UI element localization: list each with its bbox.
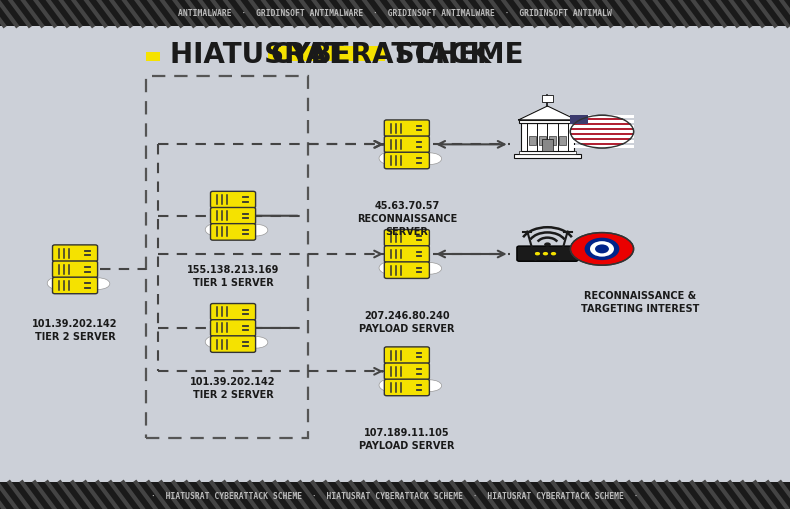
Bar bbox=[570, 121, 634, 124]
Text: 155.138.213.169
TIER 1 SERVER: 155.138.213.169 TIER 1 SERVER bbox=[187, 265, 279, 288]
FancyBboxPatch shape bbox=[384, 153, 430, 169]
Bar bbox=[0, 483, 790, 509]
Text: 101.39.202.142
TIER 2 SERVER: 101.39.202.142 TIER 2 SERVER bbox=[32, 318, 118, 341]
FancyBboxPatch shape bbox=[210, 224, 256, 241]
Bar bbox=[570, 141, 634, 144]
Bar bbox=[570, 116, 588, 125]
Text: 101.39.202.142
TIER 2 SERVER: 101.39.202.142 TIER 2 SERVER bbox=[190, 377, 276, 400]
Text: 45.63.70.57
RECONNAISSANCE
SERVER: 45.63.70.57 RECONNAISSANCE SERVER bbox=[357, 201, 457, 237]
Text: RECONNAISSANCE &
TARGETING INTEREST: RECONNAISSANCE & TARGETING INTEREST bbox=[581, 290, 699, 313]
Bar bbox=[518, 152, 577, 154]
Ellipse shape bbox=[205, 335, 236, 349]
FancyBboxPatch shape bbox=[384, 262, 430, 279]
Bar bbox=[146, 53, 160, 62]
FancyBboxPatch shape bbox=[384, 137, 430, 153]
Ellipse shape bbox=[418, 380, 442, 392]
Ellipse shape bbox=[231, 222, 259, 236]
Ellipse shape bbox=[231, 334, 259, 348]
Bar bbox=[518, 121, 577, 124]
Bar bbox=[570, 126, 634, 129]
Bar bbox=[540, 137, 546, 146]
Circle shape bbox=[535, 252, 540, 256]
FancyBboxPatch shape bbox=[384, 363, 430, 380]
Bar bbox=[542, 140, 553, 152]
Bar bbox=[550, 137, 556, 146]
Text: CYBERATTACK: CYBERATTACK bbox=[271, 41, 491, 68]
Circle shape bbox=[551, 252, 556, 256]
Ellipse shape bbox=[418, 154, 442, 165]
Bar bbox=[521, 124, 574, 152]
Ellipse shape bbox=[244, 225, 268, 237]
Bar bbox=[559, 137, 566, 146]
FancyBboxPatch shape bbox=[384, 121, 430, 137]
Ellipse shape bbox=[388, 147, 424, 163]
FancyBboxPatch shape bbox=[210, 304, 256, 321]
Circle shape bbox=[585, 238, 619, 261]
Ellipse shape bbox=[570, 233, 634, 266]
Polygon shape bbox=[518, 107, 577, 121]
FancyBboxPatch shape bbox=[517, 246, 578, 262]
Circle shape bbox=[543, 252, 548, 256]
Bar bbox=[570, 116, 634, 119]
FancyBboxPatch shape bbox=[210, 192, 256, 209]
FancyBboxPatch shape bbox=[210, 320, 256, 336]
Bar bbox=[269, 47, 386, 62]
Bar bbox=[146, 76, 308, 438]
Text: 107.189.11.105
PAYLOAD SERVER: 107.189.11.105 PAYLOAD SERVER bbox=[359, 428, 454, 450]
Circle shape bbox=[595, 245, 609, 254]
Bar bbox=[514, 154, 581, 159]
Bar bbox=[570, 146, 634, 149]
Ellipse shape bbox=[405, 377, 433, 391]
Bar bbox=[570, 131, 634, 133]
Ellipse shape bbox=[244, 337, 268, 349]
Ellipse shape bbox=[56, 272, 92, 288]
Bar bbox=[0, 0, 790, 26]
FancyBboxPatch shape bbox=[210, 208, 256, 224]
Ellipse shape bbox=[214, 330, 250, 347]
Ellipse shape bbox=[73, 275, 101, 289]
FancyBboxPatch shape bbox=[52, 245, 98, 262]
Ellipse shape bbox=[405, 260, 433, 274]
Ellipse shape bbox=[418, 263, 442, 275]
FancyBboxPatch shape bbox=[52, 262, 98, 278]
Ellipse shape bbox=[205, 223, 236, 237]
Circle shape bbox=[544, 243, 551, 247]
Ellipse shape bbox=[86, 278, 110, 290]
FancyBboxPatch shape bbox=[52, 277, 98, 294]
Text: SCHEME: SCHEME bbox=[386, 41, 524, 68]
FancyBboxPatch shape bbox=[384, 347, 430, 364]
Ellipse shape bbox=[379, 152, 410, 166]
Ellipse shape bbox=[214, 218, 250, 235]
Bar bbox=[529, 137, 536, 146]
Text: HIATUSRAT: HIATUSRAT bbox=[170, 41, 353, 68]
FancyBboxPatch shape bbox=[384, 379, 430, 396]
FancyBboxPatch shape bbox=[384, 246, 430, 263]
Bar bbox=[570, 136, 634, 138]
Text: 207.246.80.240
PAYLOAD SERVER: 207.246.80.240 PAYLOAD SERVER bbox=[359, 310, 454, 333]
FancyBboxPatch shape bbox=[384, 230, 430, 247]
Ellipse shape bbox=[379, 378, 410, 392]
Bar bbox=[542, 96, 553, 102]
Ellipse shape bbox=[47, 276, 78, 291]
FancyBboxPatch shape bbox=[210, 336, 256, 353]
Text: ANTIMALWARE  ·  GRIDINSOFT ANTIMALWARE  ·  GRIDINSOFT ANTIMALWARE  ·  GRIDINSOFT: ANTIMALWARE · GRIDINSOFT ANTIMALWARE · G… bbox=[178, 9, 612, 18]
Ellipse shape bbox=[388, 257, 424, 273]
Ellipse shape bbox=[405, 151, 433, 164]
Ellipse shape bbox=[570, 116, 634, 149]
Ellipse shape bbox=[379, 261, 410, 275]
Ellipse shape bbox=[388, 374, 424, 390]
Text: ·  HIATUSRAT CYBERATTACK SCHEME  ·  HIATUSRAT CYBERATTACK SCHEME  ·  HIATUSRAT C: · HIATUSRAT CYBERATTACK SCHEME · HIATUSR… bbox=[151, 491, 639, 500]
Circle shape bbox=[590, 242, 614, 257]
